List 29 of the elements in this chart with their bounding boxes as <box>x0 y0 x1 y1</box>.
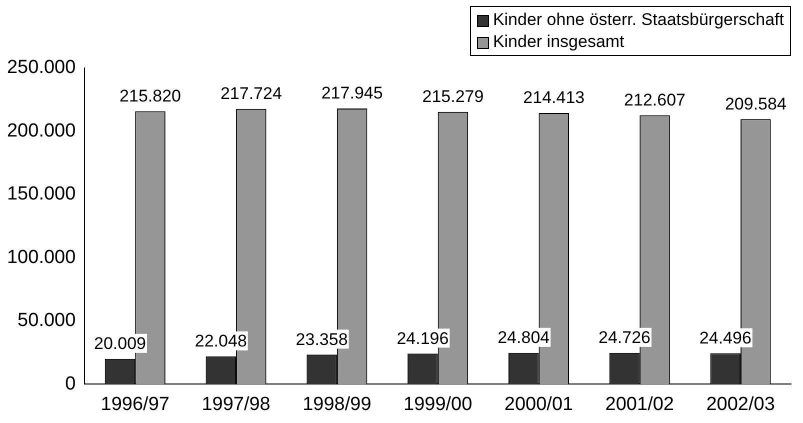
data-label: 214.413 <box>523 88 585 108</box>
data-label: 24.726 <box>598 328 651 348</box>
x-tick-label: 1998/99 <box>302 394 372 415</box>
data-label: 24.196 <box>396 328 449 348</box>
x-tick-label: 2001/02 <box>605 394 674 415</box>
legend-label: Kinder ohne österr. Staatsbürgerschaft <box>492 10 784 29</box>
data-label: 20.009 <box>94 334 146 354</box>
data-label: 209.584 <box>724 94 786 114</box>
data-label: 23.358 <box>296 330 348 349</box>
y-tick-label: 50.000 <box>18 310 76 332</box>
y-tick-label: 150.000 <box>6 184 76 205</box>
y-tick-label: 250.000 <box>6 57 76 78</box>
data-label: 217.724 <box>220 84 282 104</box>
data-label: 215.820 <box>120 86 181 106</box>
x-tick-label: 2002/03 <box>706 394 775 415</box>
legend-label: Kinder insgesamt <box>492 32 624 51</box>
data-label: 24.804 <box>498 328 550 348</box>
y-tick-label: 200.000 <box>6 120 76 142</box>
y-tick-label: 100.000 <box>6 246 76 268</box>
x-tick-label: 1996/97 <box>100 394 170 415</box>
data-label: 215.279 <box>422 87 484 106</box>
y-tick-label: 0 <box>65 373 76 394</box>
data-label: 212.607 <box>624 90 686 110</box>
x-tick-label: 2000/01 <box>504 394 574 415</box>
x-tick-label: 1997/98 <box>202 394 270 415</box>
data-label: 24.496 <box>699 328 752 348</box>
data-label: 217.945 <box>321 84 383 103</box>
x-tick-label: 1999/00 <box>403 394 472 415</box>
data-label: 22.048 <box>194 332 247 350</box>
